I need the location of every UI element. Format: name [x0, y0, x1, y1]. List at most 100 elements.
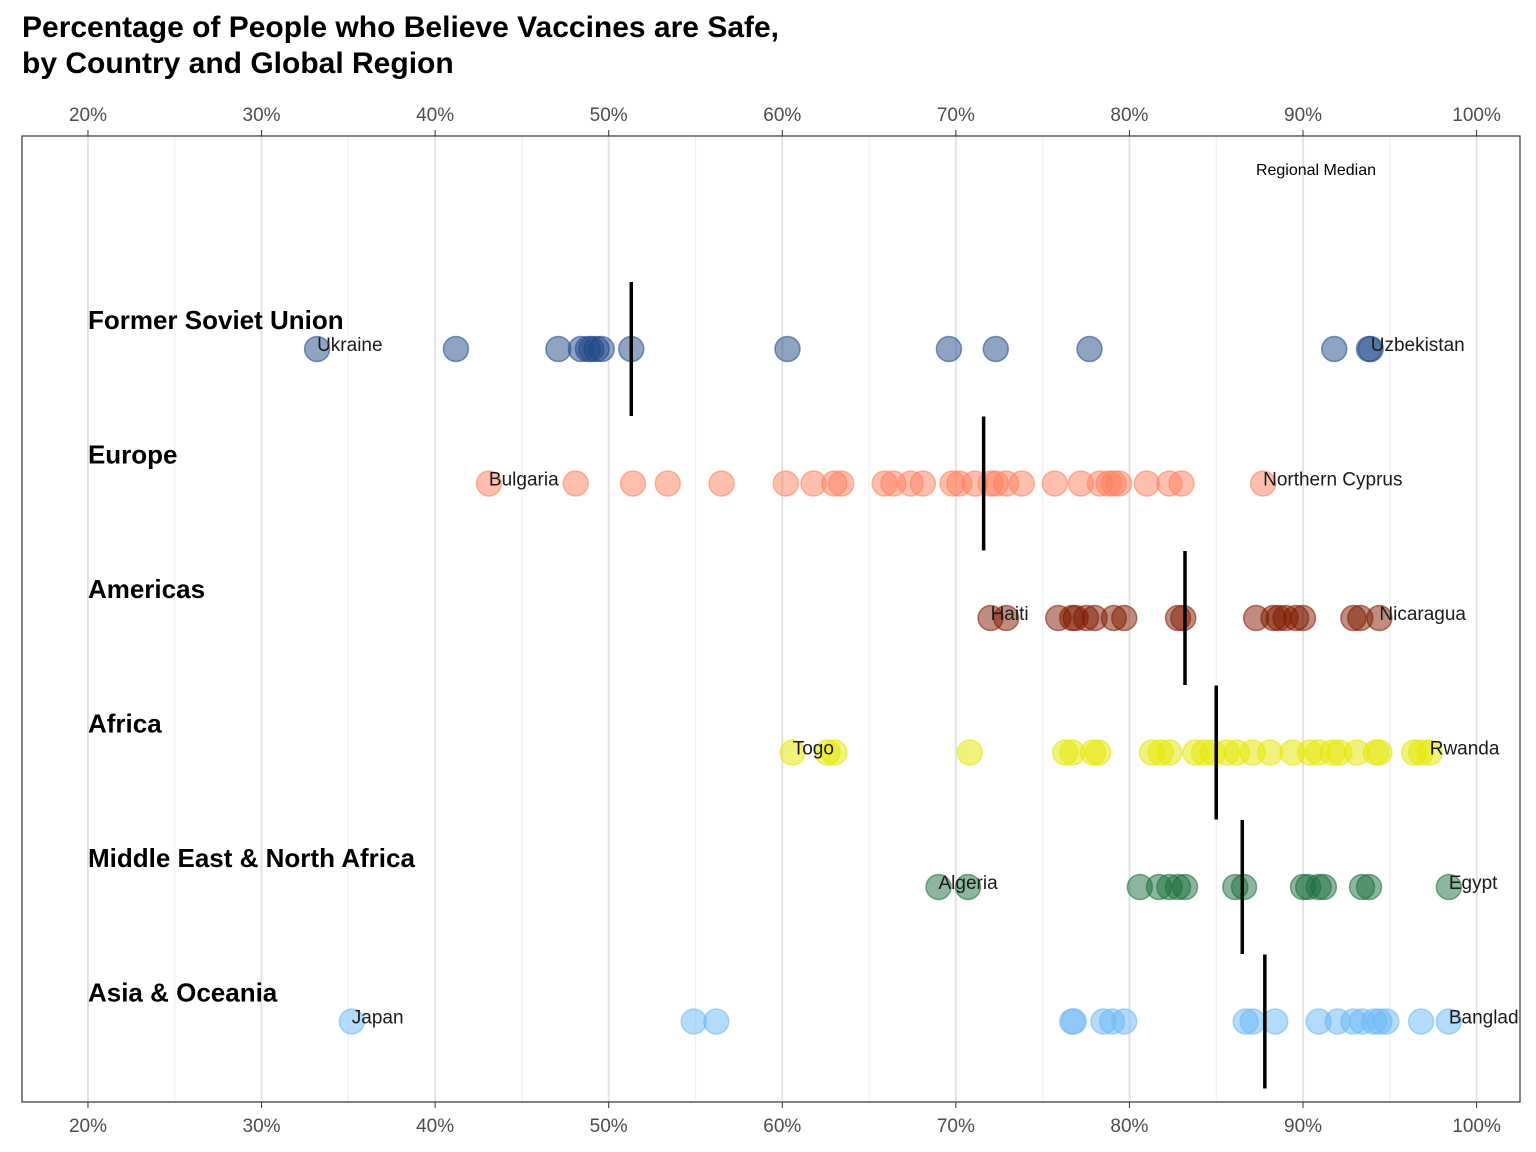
country-point: [935, 335, 963, 363]
country-point: [925, 873, 952, 901]
country-point: [1435, 873, 1463, 901]
country-point: [1416, 739, 1443, 766]
bottom-tick-label: 30%: [243, 1116, 281, 1137]
region-group-middle-east-north-africa: Middle East & North Africa Algeria Egypt: [88, 820, 1498, 954]
country-point: [1041, 470, 1069, 497]
country-point: [1289, 604, 1317, 632]
top-tick-label: 40%: [416, 105, 454, 126]
plot-border: [21, 135, 1521, 1103]
country-point: [303, 335, 331, 363]
country-point: [1366, 604, 1393, 632]
country-point: [475, 470, 503, 497]
bottom-tick-label: 70%: [937, 1116, 975, 1137]
country-point: [680, 1008, 708, 1035]
chart-title: Percentage of People who Believe Vaccine…: [22, 10, 779, 82]
country-label: Japan: [352, 1008, 404, 1029]
region-label: Asia & Oceania: [88, 978, 278, 1008]
top-tick-label: 90%: [1284, 105, 1322, 126]
country-label: Nicaragua: [1379, 604, 1466, 625]
country-point: [1435, 1008, 1463, 1035]
grid-lines: [86, 136, 1478, 1102]
top-tick-label: 30%: [243, 105, 281, 126]
country-point: [1321, 335, 1348, 363]
country-label: Bangladesh: [1449, 1008, 1536, 1029]
country-point: [954, 873, 982, 901]
chart-title-line-1: Percentage of People who Believe Vaccine…: [22, 11, 780, 44]
top-tick-label: 100%: [1452, 105, 1501, 126]
top-tick-label: 60%: [763, 105, 801, 126]
bottom-tick-label: 40%: [416, 1116, 454, 1137]
region-group-africa: Africa Togo Rwanda: [88, 685, 1500, 820]
country-label: Ukraine: [317, 335, 382, 356]
country-point: [1249, 470, 1277, 497]
country-point: [1256, 739, 1284, 766]
country-point: [708, 470, 735, 497]
top-tick-label: 80%: [1110, 105, 1148, 126]
country-point: [1239, 1008, 1266, 1035]
region-label: Europe: [88, 440, 178, 470]
bottom-tick-label: 60%: [763, 1116, 801, 1137]
country-point: [619, 470, 647, 497]
country-point: [654, 470, 681, 497]
country-point: [956, 739, 983, 766]
top-tick-label: 20%: [69, 105, 107, 126]
region-group-americas: Americas Haiti Nicaragua: [88, 551, 1466, 685]
top-axis-ticks: 20% 30% 40% 50% 60% 70% 80% 90% 100%: [69, 105, 1501, 136]
country-point: [588, 335, 616, 363]
region-label: Former Soviet Union: [88, 305, 344, 335]
country-point: [442, 335, 470, 363]
country-point: [562, 470, 589, 497]
country-label: Northern Cyprus: [1263, 470, 1402, 491]
country-point: [1133, 470, 1161, 497]
region-group-asia-oceania: Asia & Oceania Japan Bangladesh: [88, 954, 1536, 1089]
country-point: [821, 739, 848, 766]
country-point: [982, 335, 1010, 363]
country-point: [1171, 873, 1199, 901]
bottom-tick-label: 20%: [69, 1116, 107, 1137]
country-point: [1310, 873, 1338, 901]
country-point: [774, 335, 801, 363]
bottom-tick-label: 90%: [1284, 1116, 1322, 1137]
country-point: [1156, 739, 1183, 766]
country-point: [1076, 335, 1103, 363]
country-point: [1168, 470, 1195, 497]
country-point: [779, 739, 806, 766]
country-point: [828, 470, 855, 497]
country-point: [1262, 1008, 1289, 1035]
country-label: Haiti: [991, 604, 1029, 625]
country-point: [1110, 604, 1138, 632]
country-label: Bulgaria: [489, 470, 559, 491]
chart-title-line-2: by Country and Global Region: [22, 47, 454, 80]
country-point: [545, 335, 572, 363]
bottom-tick-label: 80%: [1110, 1116, 1148, 1137]
region-label: Africa: [88, 709, 162, 739]
country-point: [1008, 470, 1036, 497]
country-point: [1355, 873, 1383, 901]
top-tick-label: 70%: [937, 105, 975, 126]
country-point: [992, 604, 1020, 632]
country-point: [772, 470, 800, 497]
country-label: Uzbekistan: [1371, 335, 1465, 356]
country-point: [1373, 1008, 1400, 1035]
country-point: [1357, 335, 1384, 363]
country-point: [1105, 470, 1133, 497]
country-point: [909, 470, 937, 497]
country-point: [703, 1008, 730, 1035]
country-label: Togo: [793, 739, 834, 760]
country-point: [1366, 739, 1393, 766]
country-label: Rwanda: [1430, 739, 1500, 760]
country-point: [1110, 1008, 1138, 1035]
bottom-tick-label: 50%: [590, 1116, 628, 1137]
country-label: Algeria: [939, 873, 999, 894]
country-label: Egypt: [1449, 873, 1498, 894]
regional-median-label: Regional Median: [1256, 162, 1376, 179]
region-label: Middle East & North Africa: [88, 843, 416, 873]
country-point: [1084, 739, 1112, 766]
bottom-axis-ticks: 20% 30% 40% 50% 60% 70% 80% 90% 100%: [69, 1102, 1501, 1137]
top-tick-label: 50%: [590, 105, 628, 126]
country-point: [1407, 1008, 1435, 1035]
country-point: [338, 1008, 366, 1035]
